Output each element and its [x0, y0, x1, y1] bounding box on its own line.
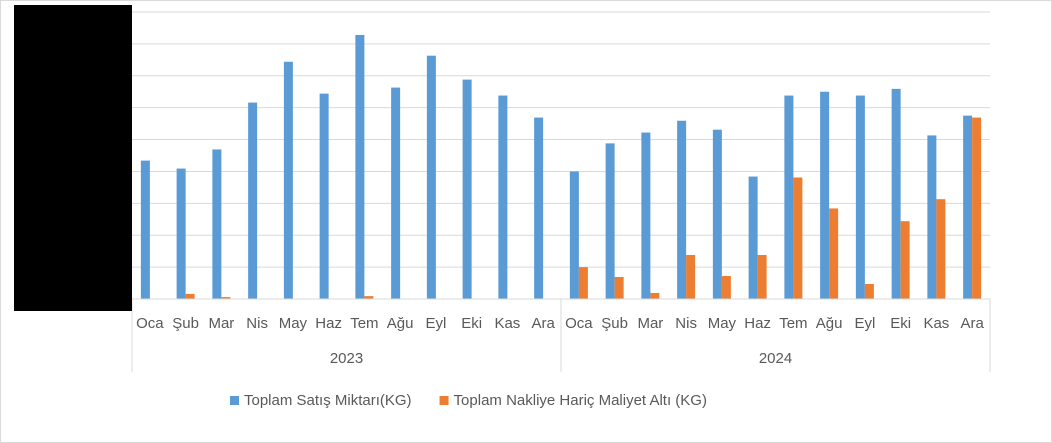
- x-tick-label: Kas: [923, 315, 949, 332]
- x-tick-label: Tem: [350, 315, 378, 332]
- legend-label: Toplam Satış Miktarı(KG): [244, 392, 412, 409]
- bar: [864, 284, 874, 299]
- legend-label: Toplam Nakliye Hariç Maliyet Altı (KG): [454, 392, 707, 409]
- bar: [534, 117, 544, 300]
- x-tick-label: Haz: [315, 315, 342, 332]
- x-tick-label: Nis: [675, 315, 697, 332]
- x-tick-label: Eyl: [425, 315, 446, 332]
- bar: [578, 267, 588, 299]
- bar: [641, 132, 651, 299]
- bar: [140, 160, 150, 299]
- bar: [355, 34, 365, 300]
- x-tick-label: Ara: [960, 315, 984, 332]
- bar: [936, 199, 946, 299]
- bar: [829, 208, 839, 299]
- x-tick-label: Mar: [208, 315, 234, 332]
- bar: [614, 276, 624, 299]
- legend-swatch: [439, 396, 449, 405]
- group-label: 2024: [759, 350, 792, 367]
- x-tick-label: Oca: [136, 315, 164, 332]
- group-label: 2023: [330, 350, 363, 367]
- bar: [364, 296, 374, 299]
- bar: [757, 254, 767, 299]
- bar: [972, 117, 982, 300]
- bar: [712, 129, 722, 299]
- bar: [248, 102, 258, 299]
- bar: [569, 171, 579, 299]
- bar: [677, 120, 687, 299]
- x-tick-label: May: [279, 315, 308, 332]
- bar: [283, 61, 293, 299]
- x-tick-label: Ağu: [387, 315, 414, 332]
- x-tick-label: Eyl: [854, 315, 875, 332]
- bar: [498, 95, 508, 299]
- bar: [784, 95, 794, 299]
- bar: [855, 95, 865, 299]
- x-tick-label: Ağu: [816, 315, 843, 332]
- bar: [650, 292, 660, 299]
- bar: [891, 88, 901, 299]
- x-tick-label: Şub: [601, 315, 628, 332]
- bar: [927, 135, 937, 299]
- bar: [391, 87, 401, 300]
- bar: [721, 276, 731, 299]
- bar: [462, 79, 472, 299]
- hidden-axis-mask: [14, 5, 132, 311]
- bar: [221, 297, 231, 299]
- x-tick-label: Kas: [494, 315, 520, 332]
- legend-swatch: [230, 396, 239, 405]
- bar: [748, 176, 758, 299]
- bar: [963, 115, 973, 299]
- bar: [319, 93, 329, 299]
- x-tick-label: Nis: [246, 315, 268, 332]
- bar: [212, 149, 222, 299]
- bar: [900, 221, 910, 299]
- x-tick-label: May: [708, 315, 737, 332]
- x-tick-label: Eki: [890, 315, 911, 332]
- x-tick-label: Mar: [637, 315, 663, 332]
- x-tick-label: Eki: [461, 315, 482, 332]
- bar: [176, 168, 186, 299]
- bar: [793, 177, 803, 299]
- bar: [185, 293, 195, 299]
- x-tick-label: Oca: [565, 315, 593, 332]
- x-tick-label: Şub: [172, 315, 199, 332]
- x-tick-label: Haz: [744, 315, 771, 332]
- x-tick-label: Ara: [531, 315, 555, 332]
- x-tick-label: Tem: [779, 315, 807, 332]
- bar: [426, 55, 436, 300]
- bar: [686, 254, 696, 299]
- bar: [605, 143, 615, 299]
- bar: [820, 91, 830, 299]
